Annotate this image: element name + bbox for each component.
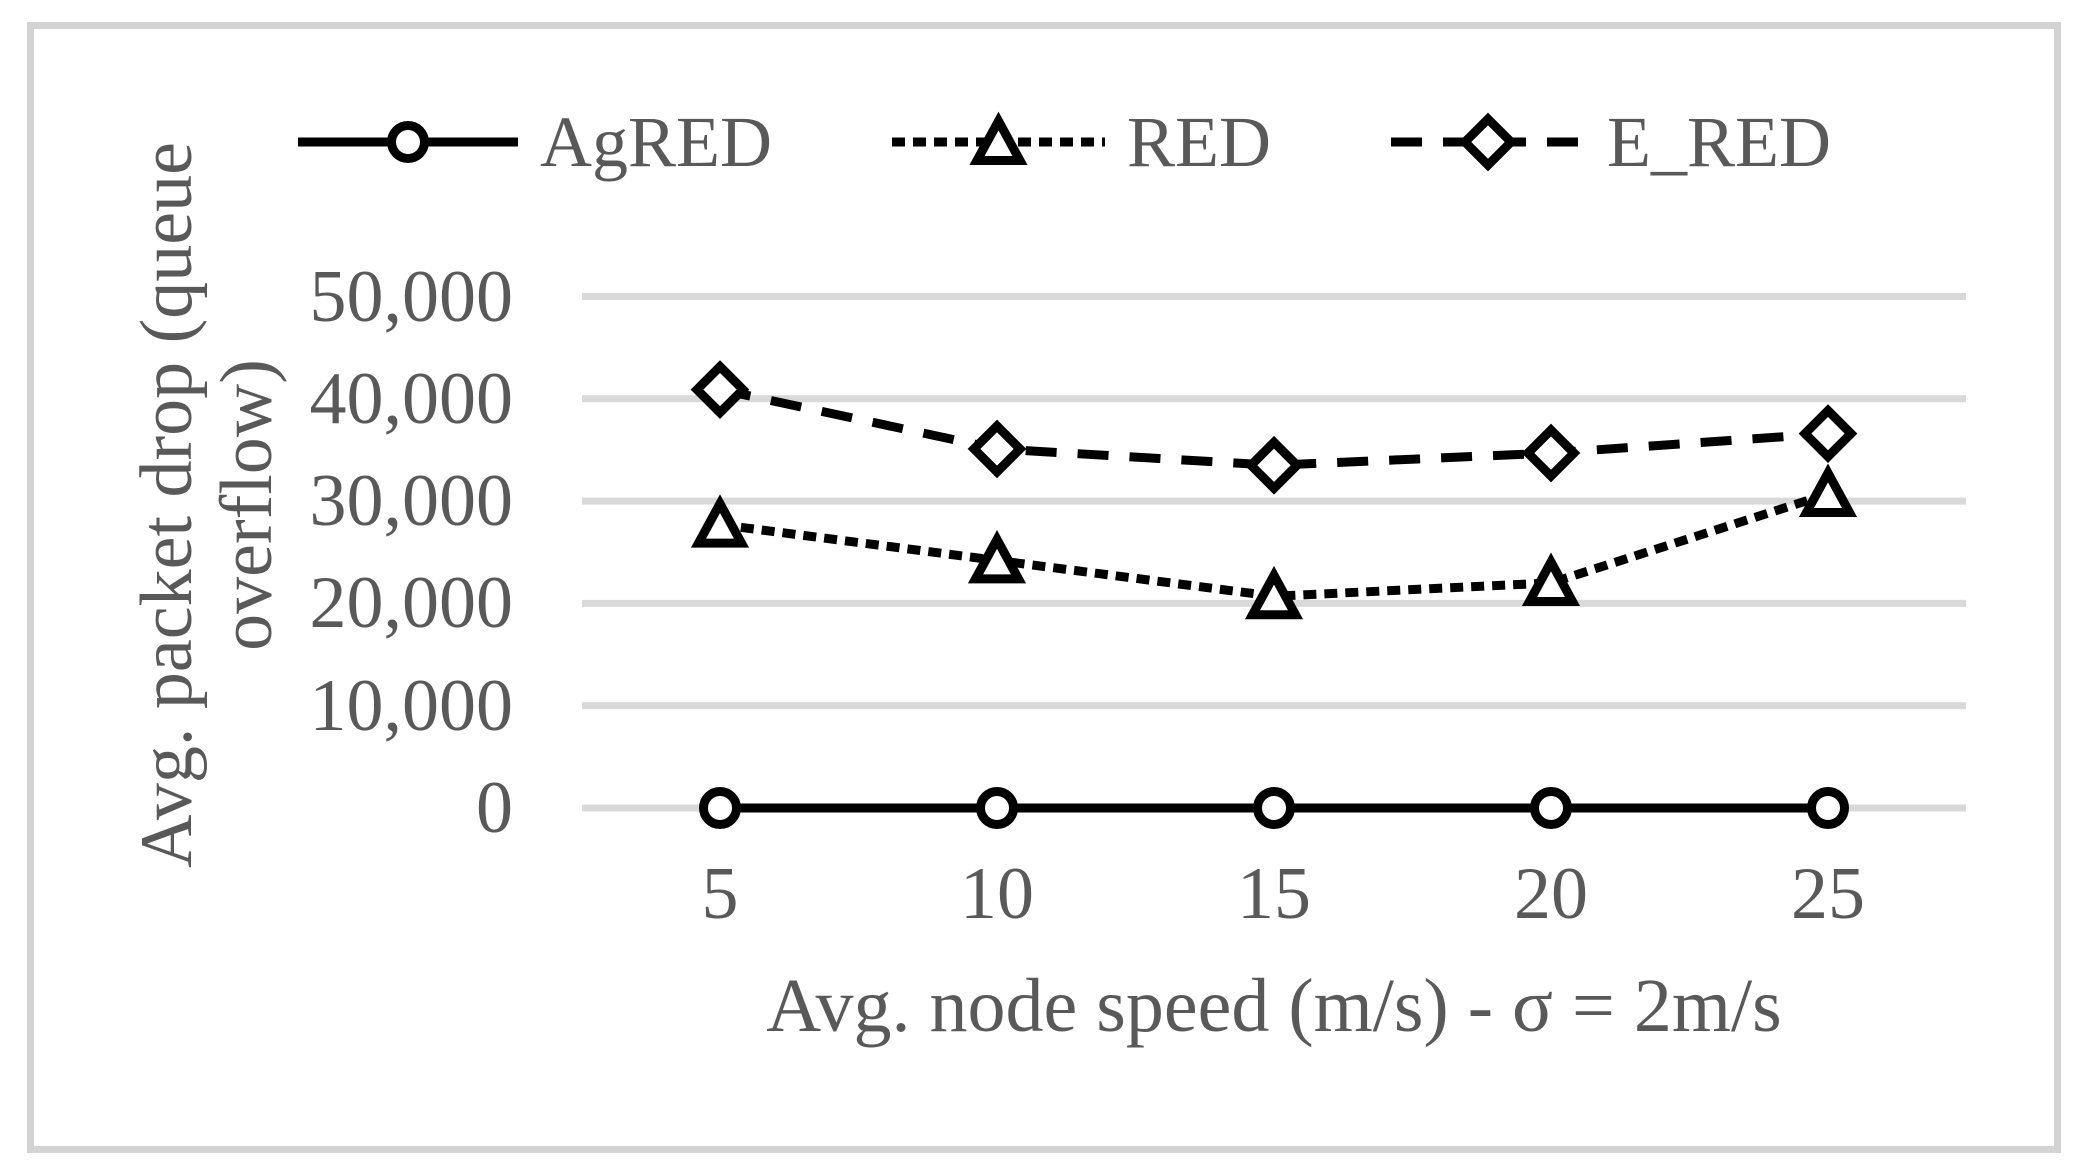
marker-circle-AgRED: [699, 787, 741, 829]
y-tick-label: 50,000: [309, 255, 514, 338]
marker-triangle-RED: [1798, 463, 1858, 517]
legend-label-RED: RED: [1127, 102, 1271, 182]
legend: AgRED RED E_RED: [298, 100, 1831, 184]
x-tick-label: 25: [1791, 853, 1865, 935]
chart-border-frame: [27, 22, 2061, 1153]
x-tick-label: 5: [701, 853, 739, 935]
x-axis-title: Avg. node speed (m/s) - σ = 2m/s: [766, 964, 1782, 1048]
y-tick-label: 20,000: [309, 562, 514, 645]
legend-sample-solid-line: [298, 121, 518, 163]
legend-item-RED: RED: [892, 100, 1271, 184]
marker-triangle-RED: [967, 530, 1027, 584]
marker-circle-AgRED: [1807, 787, 1849, 829]
x-tick-label: 10: [960, 853, 1034, 935]
marker-diamond-E_RED: [1244, 435, 1304, 495]
y-tick-label: 10,000: [309, 664, 514, 747]
x-tick-label: 15: [1237, 853, 1311, 935]
legend-circle-icon: [387, 121, 429, 163]
legend-item-E_RED: E_RED: [1391, 100, 1831, 184]
y-tick-label: 0: [476, 767, 513, 849]
x-tick-label: 20: [1514, 853, 1588, 935]
marker-circle-AgRED: [1530, 787, 1572, 829]
marker-triangle-RED: [1244, 565, 1304, 620]
marker-triangle-RED: [690, 494, 750, 548]
legend-diamond-icon: [1458, 112, 1518, 172]
marker-diamond-E_RED: [1798, 404, 1858, 463]
marker-diamond-E_RED: [690, 360, 750, 419]
y-tick-label: 30,000: [309, 460, 514, 543]
marker-diamond-E_RED: [967, 419, 1027, 479]
legend-sample-dashed-line: [1391, 112, 1585, 172]
marker-circle-AgRED: [976, 787, 1018, 829]
legend-sample-dotted-line: [892, 111, 1105, 165]
legend-label-AgRED: AgRED: [540, 102, 772, 182]
legend-item-AgRED: AgRED: [298, 100, 772, 184]
legend-triangle-icon: [969, 111, 1028, 165]
legend-label-E_RED: E_RED: [1607, 102, 1831, 182]
y-tick-label: 40,000: [309, 357, 514, 440]
marker-circle-AgRED: [1253, 787, 1295, 829]
marker-triangle-RED: [1521, 552, 1581, 606]
marker-diamond-E_RED: [1521, 423, 1581, 483]
